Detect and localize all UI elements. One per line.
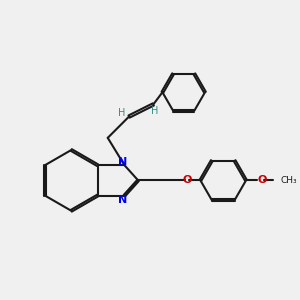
Text: O: O (182, 176, 191, 185)
Text: CH₃: CH₃ (280, 176, 297, 185)
Text: H: H (151, 106, 158, 116)
Text: N: N (118, 195, 128, 205)
Text: H: H (118, 108, 125, 118)
Text: N: N (118, 157, 128, 166)
Text: O: O (257, 176, 267, 185)
